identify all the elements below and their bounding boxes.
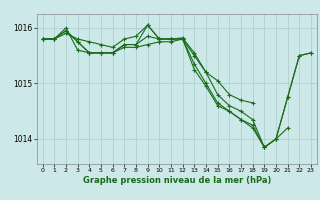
X-axis label: Graphe pression niveau de la mer (hPa): Graphe pression niveau de la mer (hPa) bbox=[83, 176, 271, 185]
